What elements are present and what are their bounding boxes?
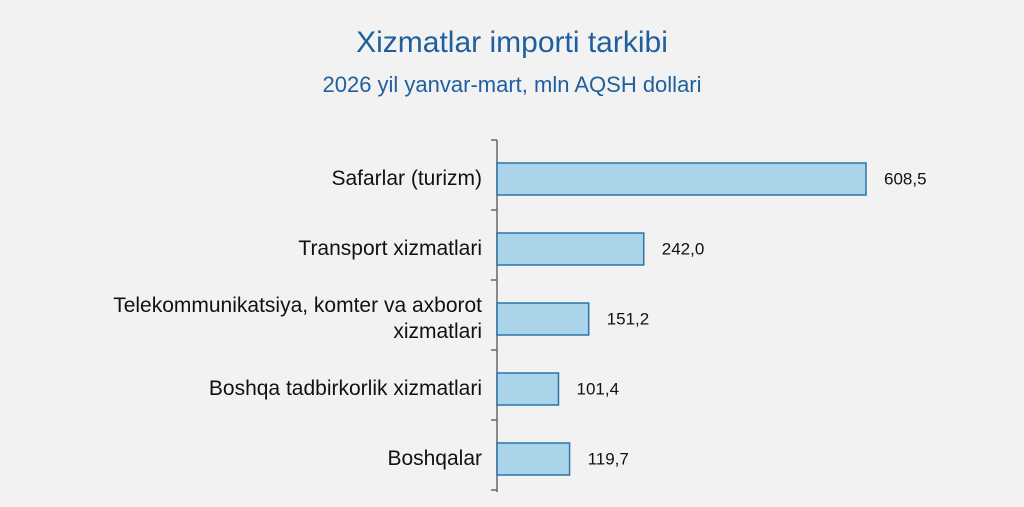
bar: [496, 442, 571, 476]
category-label: Boshqalar: [387, 447, 482, 470]
value-label: 119,7: [588, 449, 629, 468]
category-label: Safarlar (turizm): [331, 167, 482, 190]
chart-subtitle: 2026 yil yanvar-mart, mln AQSH dollari: [322, 72, 702, 97]
value-label: 608,5: [884, 169, 927, 188]
bar: [496, 372, 560, 406]
category-label: Boshqa tadbirkorlik xizmatlari: [208, 377, 482, 400]
bar: [496, 232, 645, 266]
bar: [496, 302, 590, 336]
category-label: Transport xizmatlari: [298, 237, 482, 260]
category-label: Telekommunikatsiya, komter va axborot xi…: [113, 294, 482, 343]
bar: [496, 162, 867, 196]
chart-title: Xizmatlar importi tarkibi: [356, 26, 668, 59]
value-label: 101,4: [576, 379, 619, 398]
value-label: 151,2: [607, 309, 650, 328]
value-label: 242,0: [662, 239, 705, 258]
